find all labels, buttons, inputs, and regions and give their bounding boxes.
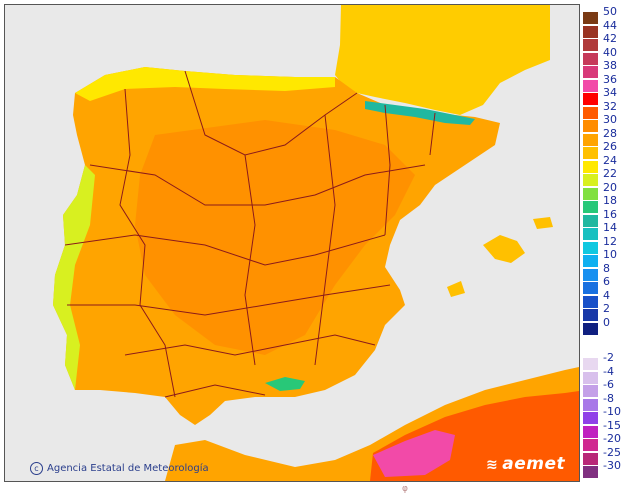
legend-swatch: [583, 39, 598, 51]
legend-label: -6: [603, 378, 614, 391]
aemet-logo-text: aemet: [502, 454, 566, 474]
aemet-mark-icon: ≋: [486, 457, 499, 473]
aemet-logo: ≋ aemet: [486, 454, 565, 474]
legend-swatch: [583, 412, 598, 424]
legend-label: 14: [603, 221, 617, 234]
legend-label: 50: [603, 5, 617, 18]
mallorca: [483, 235, 525, 263]
legend-swatch: [583, 79, 598, 92]
inland-hot-region: [135, 120, 415, 355]
legend-label: -10: [603, 405, 621, 418]
menorca: [533, 217, 553, 229]
legend-swatch: [583, 241, 598, 254]
legend-label: -30: [603, 459, 621, 472]
legend-label: 18: [603, 194, 617, 207]
west-coast-band: [53, 165, 95, 390]
legend-swatch: [583, 12, 598, 24]
legend-swatch: [583, 120, 598, 132]
north-coast-band: [75, 67, 335, 101]
legend-label: 8: [603, 261, 610, 275]
legend-swatch: [583, 147, 598, 159]
legend-label: 26: [603, 140, 617, 153]
legend-label: -2: [603, 351, 614, 364]
legend-swatch: [583, 25, 598, 38]
legend-label: 38: [603, 59, 617, 72]
legend-swatch: [583, 439, 598, 451]
legend-swatch: [583, 106, 598, 119]
legend-swatch: [583, 66, 598, 78]
legend-swatch: [583, 466, 598, 478]
legend-label: -4: [603, 364, 614, 378]
legend-label: 44: [603, 18, 617, 32]
legend-swatch: [583, 133, 598, 146]
legend-label: 4: [603, 288, 610, 302]
legend-label: 30: [603, 113, 617, 126]
legend-label: 36: [603, 72, 617, 86]
credit-text: c Agencia Estatal de Meteorología: [30, 462, 209, 475]
atlas-hot-region: [373, 430, 455, 477]
legend-label: 12: [603, 234, 617, 248]
legend-swatch: [583, 309, 598, 321]
map-canvas: [53, 5, 579, 481]
copyright-icon: c: [30, 462, 43, 475]
legend-swatch: [583, 322, 598, 335]
legend-swatch: [583, 295, 598, 308]
legend-label: 40: [603, 45, 617, 59]
legend-label: 10: [603, 248, 617, 261]
legend-swatch: [583, 398, 598, 411]
legend-label: -25: [603, 445, 621, 459]
legend-label: 2: [603, 302, 610, 315]
legend-label: 20: [603, 180, 617, 194]
legend-swatch: [583, 268, 598, 281]
legend-label: 0: [603, 315, 610, 329]
legend-label: 24: [603, 153, 617, 167]
legend-swatch: [583, 255, 598, 267]
legend-label: 28: [603, 126, 617, 140]
legend-swatch: [583, 52, 598, 65]
legend-swatch: [583, 93, 598, 105]
legend-label: -15: [603, 418, 621, 432]
legend-label: 34: [603, 86, 617, 99]
legend-swatch: [583, 452, 598, 465]
legend-swatch: [583, 228, 598, 240]
province-borders: [64, 70, 436, 398]
legend-label: 22: [603, 167, 617, 180]
ibiza: [447, 281, 465, 297]
legend-label: 32: [603, 99, 617, 113]
sierra-nevada-band: [265, 377, 305, 391]
legend-swatch: [583, 358, 598, 370]
france-region: [335, 5, 550, 115]
legend-label: 16: [603, 207, 617, 221]
legend-swatch: [583, 385, 598, 397]
legend-swatch: [583, 425, 598, 438]
bottom-mark: φ: [402, 484, 408, 494]
legend-label: 42: [603, 32, 617, 45]
legend-swatch: [583, 187, 598, 200]
legend-label: -20: [603, 432, 621, 445]
legend-label: -8: [603, 391, 614, 405]
legend-swatch: [583, 160, 598, 173]
temperature-map: [4, 4, 580, 482]
legend-swatch: [583, 174, 598, 186]
legend-label: 6: [603, 275, 610, 288]
pyrenees-band: [365, 101, 475, 125]
legend-swatch: [583, 214, 598, 227]
credit-label: Agencia Estatal de Meteorología: [47, 463, 209, 474]
legend-swatch: [583, 201, 598, 213]
legend-swatch: [583, 282, 598, 294]
legend-swatch: [583, 371, 598, 384]
